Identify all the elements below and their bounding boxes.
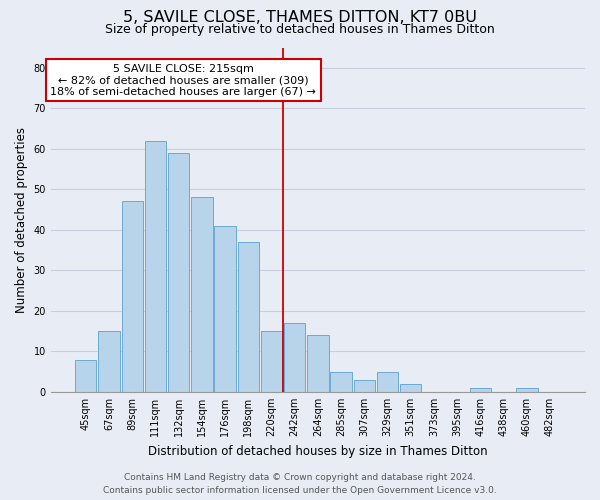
Bar (75, 360, 97, 392)
Bar (331, 372, 352, 392)
Bar (516, 388, 538, 392)
Bar (168, 153, 189, 392)
Bar (214, 226, 236, 392)
Bar (377, 372, 398, 392)
Bar (307, 335, 329, 392)
Text: 5, SAVILE CLOSE, THAMES DITTON, KT7 0BU: 5, SAVILE CLOSE, THAMES DITTON, KT7 0BU (123, 10, 477, 25)
X-axis label: Distribution of detached houses by size in Thames Ditton: Distribution of detached houses by size … (148, 444, 488, 458)
Bar (470, 388, 491, 392)
Text: Size of property relative to detached houses in Thames Ditton: Size of property relative to detached ho… (105, 22, 495, 36)
Bar (353, 380, 375, 392)
Bar (98, 331, 119, 392)
Text: 5 SAVILE CLOSE: 215sqm
← 82% of detached houses are smaller (309)
18% of semi-de: 5 SAVILE CLOSE: 215sqm ← 82% of detached… (50, 64, 316, 97)
Y-axis label: Number of detached properties: Number of detached properties (15, 126, 28, 312)
Text: Contains HM Land Registry data © Crown copyright and database right 2024.
Contai: Contains HM Land Registry data © Crown c… (103, 474, 497, 495)
Bar (122, 202, 143, 392)
Bar (191, 198, 212, 392)
Bar (284, 323, 305, 392)
Bar (145, 140, 166, 392)
Bar (261, 331, 282, 392)
Bar (400, 384, 421, 392)
Bar (238, 242, 259, 392)
